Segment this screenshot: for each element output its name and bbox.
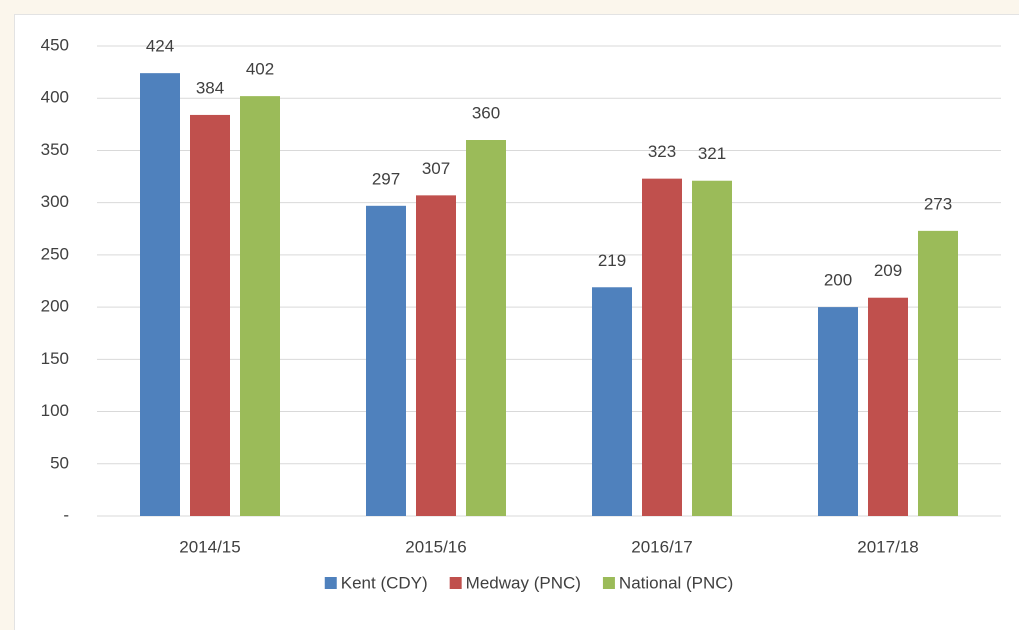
value-label: 402 <box>246 60 274 79</box>
legend-swatch <box>449 577 462 589</box>
bar <box>190 114 230 516</box>
legend-swatch <box>324 577 337 589</box>
bar <box>592 287 632 516</box>
legend-label: National (PNC) <box>619 573 733 592</box>
x-tick-label: 2017/18 <box>857 537 918 556</box>
legend-label: Kent (CDY) <box>341 573 428 592</box>
y-tick-label: 50 <box>50 453 69 472</box>
bar <box>140 73 180 517</box>
y-tick-label: 300 <box>41 192 69 211</box>
bar <box>466 140 506 516</box>
y-tick-label: 200 <box>41 297 69 316</box>
y-tick-label: 400 <box>41 88 69 107</box>
bar <box>868 297 908 516</box>
legend-label: Medway (PNC) <box>466 573 581 592</box>
bar <box>416 195 456 516</box>
value-label: 384 <box>196 78 224 97</box>
bar <box>918 230 958 516</box>
y-tick-label: - <box>63 505 69 524</box>
value-label: 360 <box>472 103 500 122</box>
bar <box>692 180 732 516</box>
y-tick-label: 250 <box>41 244 69 263</box>
y-tick-label: 450 <box>41 35 69 54</box>
bar <box>366 205 406 517</box>
y-tick-label: 150 <box>41 349 69 368</box>
value-label: 200 <box>824 271 852 290</box>
value-label: 219 <box>598 251 626 270</box>
x-tick-label: 2016/17 <box>631 537 692 556</box>
value-label: 424 <box>146 37 174 56</box>
value-label: 307 <box>422 159 450 178</box>
value-label: 297 <box>372 169 400 188</box>
value-label: 323 <box>648 142 676 161</box>
bar <box>818 307 858 516</box>
y-tick-label: 100 <box>41 401 69 420</box>
bar <box>240 96 280 516</box>
bar <box>642 178 682 516</box>
value-label: 273 <box>924 194 952 213</box>
x-tick-label: 2015/16 <box>405 537 466 556</box>
y-tick-label: 350 <box>41 140 69 159</box>
x-tick-label: 2014/15 <box>179 537 240 556</box>
value-label: 209 <box>874 261 902 280</box>
legend-swatch <box>602 577 615 589</box>
value-label: 321 <box>698 144 726 163</box>
